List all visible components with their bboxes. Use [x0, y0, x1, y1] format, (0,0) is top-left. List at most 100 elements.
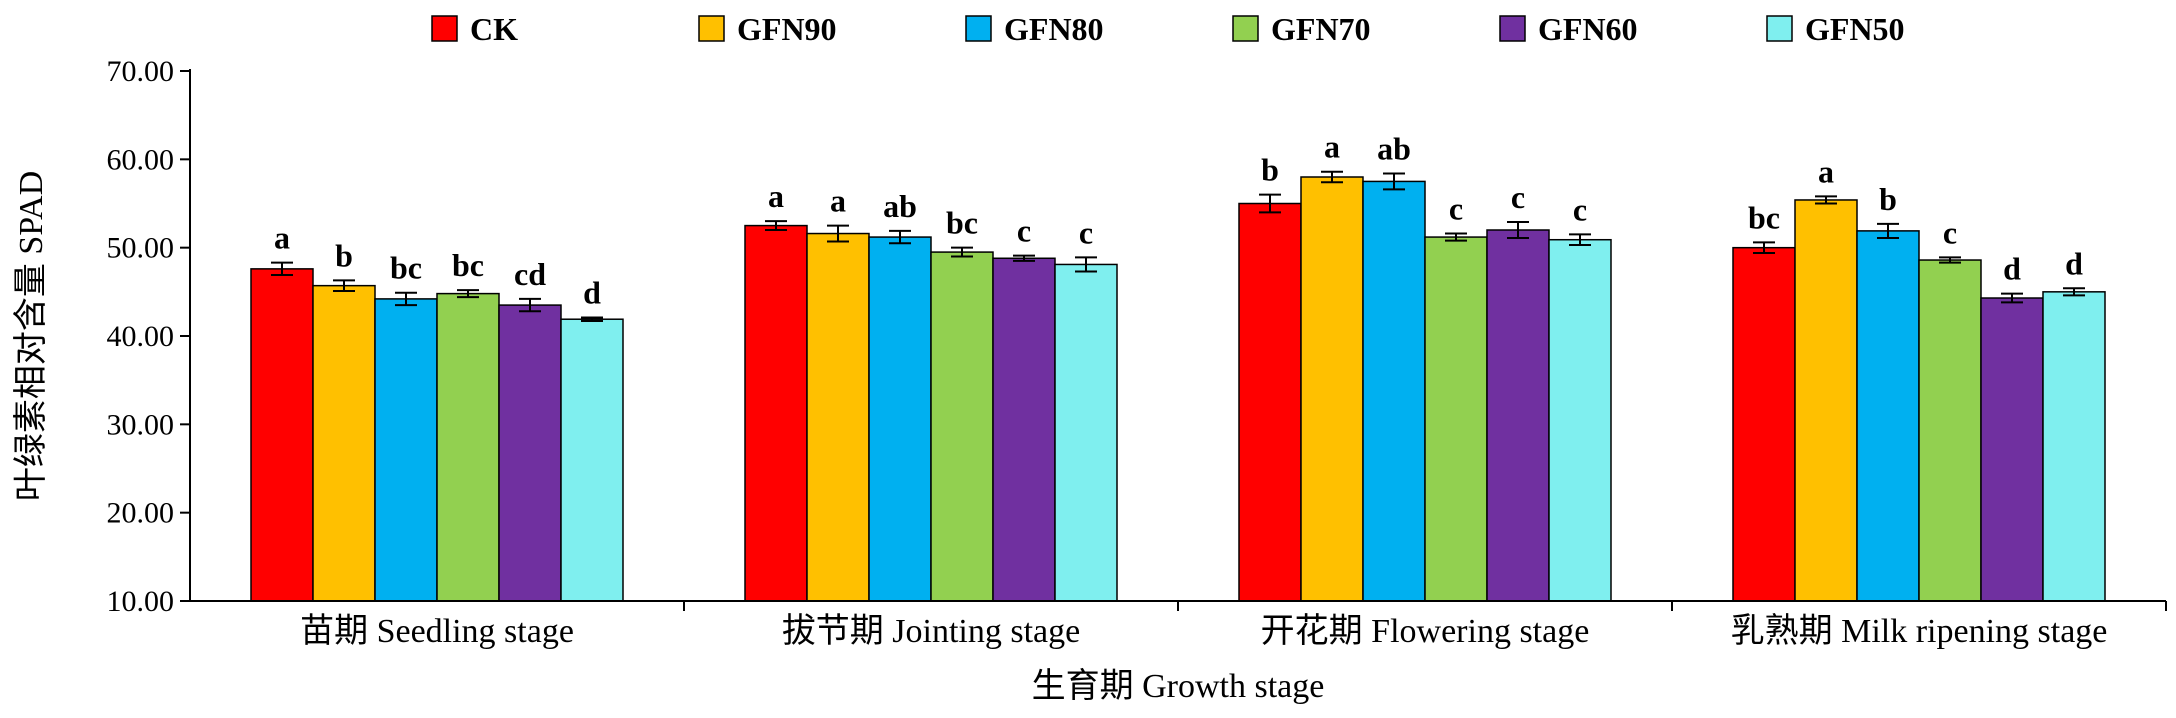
significance-letter: c — [1573, 191, 1587, 227]
error-bar — [1507, 221, 1529, 239]
y-tick-label: 10.00 — [107, 585, 175, 618]
error-bar — [1075, 256, 1097, 273]
significance-letter: a — [1818, 153, 1834, 189]
significance-letter: d — [583, 274, 601, 310]
legend-swatch — [1499, 15, 1526, 42]
error-bar — [827, 224, 849, 243]
y-axis-ticks: 10.00 20.00 30.00 40.00 50.00 60.00 70.00 — [107, 55, 190, 618]
significance-letter: bc — [452, 247, 484, 283]
bar — [1548, 238, 1612, 602]
error-bar — [1815, 195, 1837, 205]
error-bar — [1445, 232, 1467, 242]
bar — [436, 292, 500, 602]
bar — [1238, 202, 1302, 602]
error-bar — [271, 261, 293, 277]
error-bar — [395, 291, 417, 307]
legend-label: GFN90 — [737, 11, 837, 47]
significance-letter: c — [1017, 213, 1031, 249]
significance-letter: a — [768, 178, 784, 214]
y-tick-label: 30.00 — [107, 408, 175, 441]
bar — [560, 318, 624, 602]
legend-swatch — [698, 15, 725, 42]
legend-item: GFN70 — [1232, 11, 1371, 47]
y-tick-label: 70.00 — [107, 55, 175, 88]
legend-label: GFN50 — [1805, 11, 1905, 47]
bar — [1054, 263, 1118, 602]
bar — [1794, 199, 1858, 602]
x-category-label: 乳熟期 Milk ripening stage — [1731, 612, 2108, 650]
bar — [806, 232, 870, 602]
significance-letter: bc — [1748, 199, 1780, 235]
bar — [868, 236, 932, 602]
legend-swatch — [965, 15, 992, 42]
legend-item: GFN90 — [698, 11, 837, 47]
legend-swatch — [1766, 15, 1793, 42]
bar — [744, 224, 808, 602]
y-tick-label: 20.00 — [107, 497, 175, 530]
y-axis-title: 叶绿素相对含量 SPAD — [12, 171, 50, 501]
bar — [1980, 297, 2044, 602]
y-tick-label: 60.00 — [107, 143, 175, 176]
bar — [1918, 259, 1982, 602]
bar — [1424, 236, 1488, 602]
error-bar — [1753, 241, 1775, 254]
legend-label: GFN80 — [1004, 11, 1104, 47]
significance-letter: ab — [1377, 130, 1411, 166]
legend-item: GFN60 — [1499, 11, 1638, 47]
bar — [1300, 176, 1364, 602]
bar — [992, 257, 1056, 602]
significance-letter: b — [1879, 181, 1897, 217]
significance-letter: d — [2003, 251, 2021, 287]
error-bar — [581, 316, 603, 322]
bar — [312, 284, 376, 602]
significance-letter: ab — [883, 188, 917, 224]
error-bar — [1569, 233, 1591, 247]
bar — [1362, 180, 1426, 602]
significance-letter: b — [335, 237, 353, 273]
bar — [1732, 246, 1796, 602]
legend-item: GFN50 — [1766, 11, 1905, 47]
legend-label: GFN70 — [1271, 11, 1371, 47]
legend-swatch — [1232, 15, 1259, 42]
y-tick-label: 50.00 — [107, 232, 175, 265]
error-bar — [2001, 292, 2023, 304]
significance-letter: a — [830, 183, 846, 219]
significance-letter: c — [1943, 214, 1957, 250]
bar — [498, 304, 562, 602]
error-bar — [951, 246, 973, 258]
error-bar — [1939, 256, 1961, 264]
error-bar — [1013, 254, 1035, 262]
error-bar — [889, 229, 911, 245]
error-bar — [1383, 172, 1405, 191]
error-bar — [765, 220, 787, 231]
y-tick-label: 40.00 — [107, 320, 175, 353]
significance-letter: bc — [946, 205, 978, 241]
significance-letter: c — [1511, 179, 1525, 215]
legend-swatch — [431, 15, 458, 42]
error-bar — [1877, 222, 1899, 239]
error-bar — [333, 279, 355, 292]
significance-letter: d — [2065, 245, 2083, 281]
legend-item: GFN80 — [965, 11, 1104, 47]
bar — [374, 298, 438, 602]
x-category-label: 苗期 Seedling stage — [300, 613, 574, 650]
x-axis-ticks: 苗期 Seedling stage 拔节期 Jointing stage 开花期 F… — [300, 601, 2167, 650]
legend-label: CK — [470, 11, 518, 47]
legend: CK GFN90 GFN80 GFN70 GFN60 GFN50 — [431, 11, 1905, 47]
error-bar — [1259, 193, 1281, 214]
significance-letter: bc — [390, 250, 422, 286]
legend-item: CK — [431, 11, 518, 47]
significance-letter: c — [1449, 191, 1463, 227]
significance-letter: a — [1324, 129, 1340, 165]
error-bar — [519, 297, 541, 313]
x-axis-title: 生育期 Growth stage — [1032, 667, 1325, 705]
bar — [1486, 229, 1550, 602]
bar — [930, 251, 994, 602]
error-bar — [2063, 287, 2085, 297]
x-category-label: 开花期 Flowering stage — [1261, 612, 1590, 650]
significance-letter: b — [1261, 152, 1279, 188]
significance-letter: c — [1079, 214, 1093, 250]
legend-label: GFN60 — [1538, 11, 1638, 47]
